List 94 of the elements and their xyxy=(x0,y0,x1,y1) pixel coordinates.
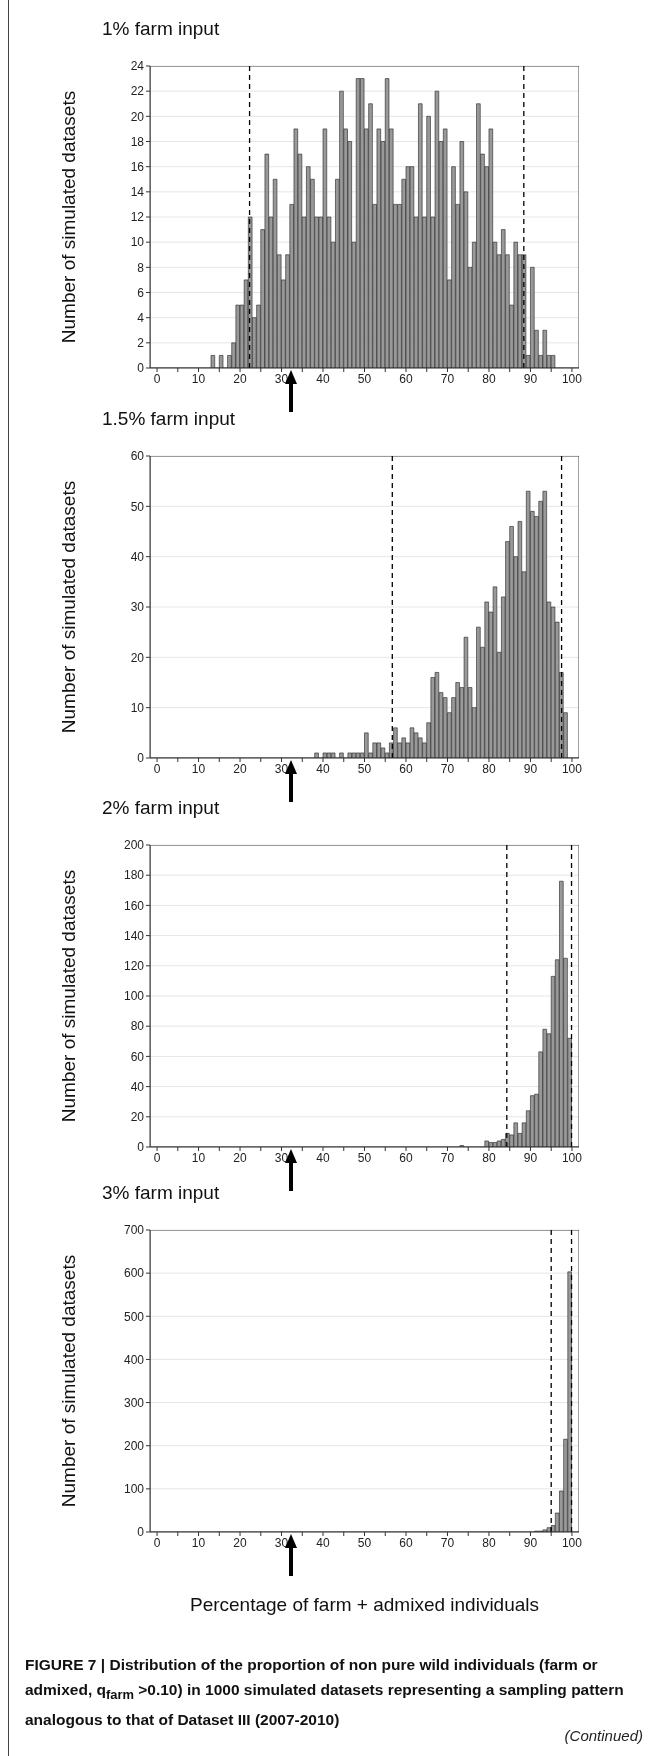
y-tick-label: 0 xyxy=(137,1140,145,1155)
x-tick-label: 20 xyxy=(233,1150,248,1165)
x-tick-label: 90 xyxy=(523,1535,538,1550)
x-tick-label: 40 xyxy=(316,1150,330,1165)
x-tick-label: 30 xyxy=(274,1150,289,1165)
y-tick-label: 18 xyxy=(130,134,145,149)
chart-title: 1% farm input xyxy=(102,18,220,40)
y-tick-label: 12 xyxy=(130,210,145,225)
x-tick-label: 100 xyxy=(561,1535,583,1550)
x-tick-label: 30 xyxy=(274,371,289,386)
x-tick-label: 100 xyxy=(561,1150,583,1165)
y-tick-label: 4 xyxy=(137,310,145,325)
y-tick-label: 2 xyxy=(137,336,145,351)
x-tick-label: 70 xyxy=(440,1150,455,1165)
y-tick-label: 400 xyxy=(123,1352,145,1367)
y-tick-label: 20 xyxy=(130,1110,145,1125)
y-tick-label: 140 xyxy=(123,928,145,943)
caption: FIGURE 7 | Distribution of the proportion of non pure wild individuals (farm or admixed, q$_{farm}$ >0.10) in 1000 simulated datasets representing a sampling pattern analogous to that of Dataset III (2007-2010) xyxy=(25,1656,624,1729)
y-tick-label: 180 xyxy=(123,868,145,883)
x-tick-label: 0 xyxy=(153,371,161,386)
x-tick-label: 100 xyxy=(561,761,583,776)
y-tick-label: 6 xyxy=(137,285,145,300)
x-tick-label: 50 xyxy=(357,371,372,386)
y-tick-label: 20 xyxy=(130,650,145,665)
y-tick-label: 10 xyxy=(130,700,145,715)
x-tick-label: 20 xyxy=(233,761,248,776)
x-tick-label: 60 xyxy=(399,1535,413,1550)
x-tick-label: 20 xyxy=(233,371,248,386)
x-tick-label: 40 xyxy=(316,761,330,776)
y-tick-label: 60 xyxy=(130,449,145,464)
x-tick-label: 0 xyxy=(153,1150,161,1165)
x-tick-label: 10 xyxy=(191,761,206,776)
x-tick-label: 30 xyxy=(274,1535,289,1550)
y-tick-label: 120 xyxy=(123,959,145,974)
y-tick-label: 20 xyxy=(130,109,145,124)
x-tick-label: 90 xyxy=(523,761,538,776)
y-tick-label: 0 xyxy=(137,751,145,766)
x-tick-label: 0 xyxy=(153,761,161,776)
y-tick-label: 16 xyxy=(130,159,145,174)
chart-title: 3% farm input xyxy=(102,1182,220,1204)
y-axis-title: Number of simulated datasets xyxy=(57,90,79,344)
y-tick-label: 0 xyxy=(137,361,145,376)
x-tick-label: 50 xyxy=(357,1150,372,1165)
y-tick-label: 22 xyxy=(130,84,145,99)
y-tick-label: 30 xyxy=(130,600,145,615)
x-tick-label: 20 xyxy=(233,1535,248,1550)
x-tick-label: 50 xyxy=(357,761,372,776)
x-tick-label: 10 xyxy=(191,1150,206,1165)
x-tick-label: 60 xyxy=(399,761,413,776)
y-tick-label: 200 xyxy=(123,838,145,853)
y-tick-label: 700 xyxy=(123,1223,145,1238)
chart-title: 2% farm input xyxy=(102,797,220,819)
y-tick-label: 14 xyxy=(130,185,145,200)
y-tick-label: 0 xyxy=(137,1525,145,1540)
y-axis-title: Number of simulated datasets xyxy=(57,869,79,1123)
x-axis-title: Percentage of farm + admixed individuals xyxy=(188,1594,541,1616)
chart-title: 1.5% farm input xyxy=(102,408,236,430)
x-tick-label: 0 xyxy=(153,1535,161,1550)
x-tick-label: 70 xyxy=(440,371,455,386)
x-tick-label: 40 xyxy=(316,1535,330,1550)
x-tick-label: 70 xyxy=(440,1535,455,1550)
y-tick-label: 8 xyxy=(137,260,145,275)
x-tick-label: 80 xyxy=(482,1150,496,1165)
x-tick-label: 80 xyxy=(482,761,496,776)
x-tick-label: 70 xyxy=(440,761,455,776)
y-tick-label: 300 xyxy=(123,1395,145,1410)
y-tick-label: 200 xyxy=(123,1438,145,1453)
x-tick-label: 60 xyxy=(399,1150,413,1165)
x-tick-label: 100 xyxy=(561,371,583,386)
x-tick-label: 40 xyxy=(316,371,330,386)
y-axis-title: Number of simulated datasets xyxy=(57,480,79,734)
x-tick-label: 10 xyxy=(191,1535,206,1550)
y-tick-label: 40 xyxy=(130,549,145,564)
x-tick-label: 90 xyxy=(523,371,538,386)
x-tick-label: 50 xyxy=(357,1535,372,1550)
y-axis-title: Number of simulated datasets xyxy=(57,1254,79,1508)
x-tick-label: 80 xyxy=(482,371,496,386)
y-tick-label: 50 xyxy=(130,499,145,514)
x-tick-label: 80 xyxy=(482,1535,496,1550)
x-tick-label: 30 xyxy=(274,761,289,776)
x-tick-label: 90 xyxy=(523,1150,538,1165)
y-tick-label: 600 xyxy=(123,1266,145,1281)
y-tick-label: 10 xyxy=(130,235,145,250)
y-tick-label: 160 xyxy=(123,898,145,913)
y-tick-label: 40 xyxy=(130,1079,145,1094)
y-tick-label: 80 xyxy=(130,1019,145,1034)
y-tick-label: 500 xyxy=(123,1309,145,1324)
x-tick-label: 60 xyxy=(399,371,413,386)
y-tick-label: 100 xyxy=(123,989,145,1004)
y-tick-label: 100 xyxy=(123,1482,145,1497)
text: (Continued) xyxy=(564,1727,643,1744)
y-tick-label: 24 xyxy=(130,59,145,74)
x-tick-label: 10 xyxy=(191,371,206,386)
y-tick-label: 60 xyxy=(130,1049,145,1064)
